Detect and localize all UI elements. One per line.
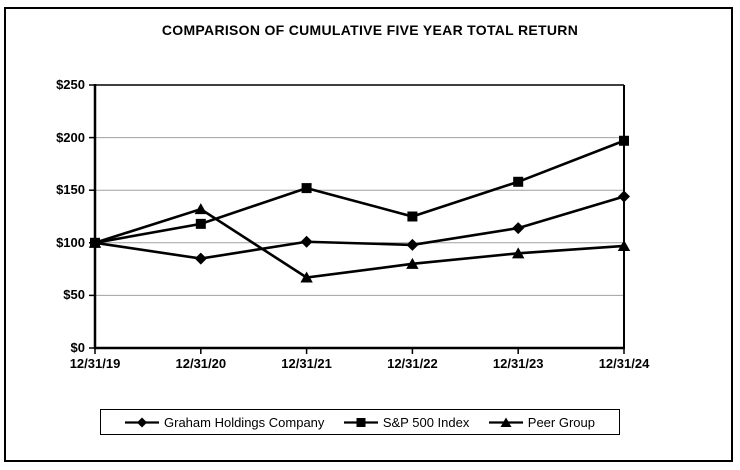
triangle-marker xyxy=(406,257,419,269)
diamond-marker-icon xyxy=(125,417,159,427)
diamond-marker xyxy=(406,238,419,251)
y-axis-label: $250 xyxy=(56,77,85,92)
x-axis-label: 12/31/23 xyxy=(492,356,544,371)
y-axis-label: $100 xyxy=(56,234,85,250)
x-axis-label: 12/31/22 xyxy=(387,356,438,371)
series-line xyxy=(94,139,625,245)
x-axis-label: 12/31/21 xyxy=(281,356,332,371)
square-marker xyxy=(619,135,629,146)
diamond-marker xyxy=(618,190,630,203)
y-axis-label: $0 xyxy=(70,340,85,355)
chart-outer-border xyxy=(4,7,733,462)
triangle-marker xyxy=(300,271,313,283)
square-marker xyxy=(301,183,312,194)
legend-item-label: Peer Group xyxy=(527,414,595,430)
square-marker xyxy=(195,218,206,229)
x-axis-label: 12/31/19 xyxy=(69,356,121,371)
triangle-marker xyxy=(617,239,631,251)
y-axis-label: $150 xyxy=(56,182,85,198)
square-marker-icon xyxy=(343,417,378,427)
diamond-marker xyxy=(512,222,525,235)
square-marker xyxy=(407,211,418,222)
triangle-marker xyxy=(512,247,525,259)
y-axis-label: $200 xyxy=(56,129,85,145)
y-axis-label: $50 xyxy=(63,287,85,303)
square-marker xyxy=(90,237,100,248)
triangle-marker-icon xyxy=(488,417,523,427)
series-line xyxy=(94,207,625,279)
square-marker xyxy=(513,176,524,187)
x-axis-label: 12/31/20 xyxy=(175,356,227,371)
x-axis-label: 12/31/24 xyxy=(598,356,650,371)
diamond-marker xyxy=(194,252,207,265)
legend-item-sp500: S&P 500 Index xyxy=(343,414,470,430)
chart-legend: Graham Holdings Company S&P 500 Index Pe… xyxy=(100,409,620,435)
diamond-marker xyxy=(300,235,313,248)
legend-item-label: S&P 500 Index xyxy=(382,414,470,430)
chart-title: COMPARISON OF CUMULATIVE FIVE YEAR TOTAL… xyxy=(161,22,579,38)
triangle-marker xyxy=(194,203,207,215)
legend-item-label: Graham Holdings Company xyxy=(164,414,325,430)
legend-item-peer-group: Peer Group xyxy=(488,414,595,430)
series-line xyxy=(94,195,625,260)
legend-item-graham-holdings: Graham Holdings Company xyxy=(125,415,324,430)
